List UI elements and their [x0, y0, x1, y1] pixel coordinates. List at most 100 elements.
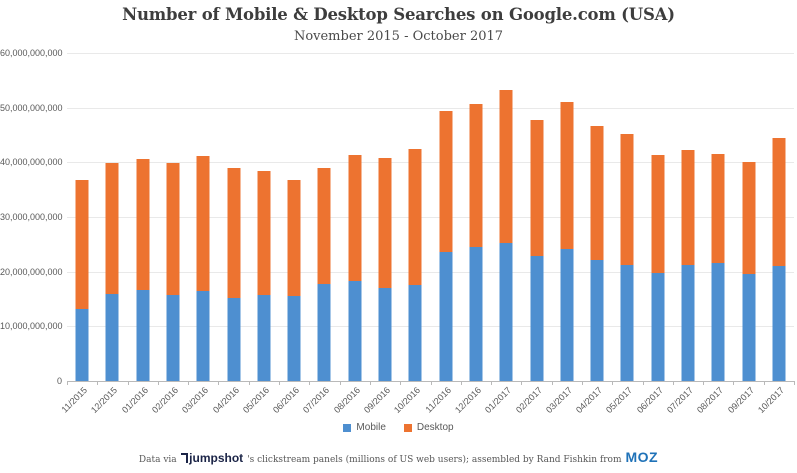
- bar-stack: [582, 53, 612, 381]
- x-axis-label: 01/2017: [483, 385, 514, 416]
- bar-stack: [340, 53, 370, 381]
- bar-desktop-segment: [590, 126, 604, 260]
- axis-tick: [521, 381, 523, 385]
- axis-tick: [279, 381, 281, 385]
- x-axis-label: 05/2017: [604, 385, 635, 416]
- axis-tick: [794, 381, 795, 385]
- bar-desktop-segment: [499, 90, 513, 244]
- legend-item-desktop: Desktop: [403, 422, 454, 433]
- moz-logo: MOZ: [625, 449, 659, 465]
- axis-tick: [460, 381, 462, 385]
- bar-stack: [764, 53, 794, 381]
- bar-stack: [521, 53, 551, 381]
- bar-mobile-segment: [348, 280, 362, 381]
- axis-tick: [127, 381, 129, 385]
- gridline: [67, 217, 794, 218]
- bar-desktop-segment: [378, 157, 392, 289]
- bar-stack: [431, 53, 461, 381]
- x-axis-label: 06/2016: [271, 385, 302, 416]
- bar-mobile-segment: [287, 296, 301, 381]
- bar-desktop-segment: [681, 149, 695, 266]
- x-axis-label: 12/2015: [89, 385, 120, 416]
- axis-tick: [157, 381, 159, 385]
- bar-desktop-segment: [620, 133, 634, 266]
- bar-desktop-segment: [75, 179, 89, 309]
- legend-label-desktop: Desktop: [416, 422, 454, 433]
- bar-mobile-segment: [590, 259, 604, 381]
- axis-tick: [369, 381, 371, 385]
- bar-desktop-segment: [469, 104, 483, 247]
- bar-desktop-segment: [227, 168, 241, 298]
- axis-tick: [339, 381, 341, 385]
- bar-mobile-segment: [530, 256, 544, 381]
- axis-tick: [97, 381, 99, 385]
- axis-tick: [218, 381, 220, 385]
- legend-item-mobile: Mobile: [343, 422, 386, 433]
- chart-subtitle: November 2015 - October 2017: [293, 29, 504, 44]
- bar-stack: [67, 53, 97, 381]
- axis-tick: [491, 381, 493, 385]
- axis-tick: [642, 381, 644, 385]
- bar-stack: [128, 53, 158, 381]
- axis-tick: [551, 381, 553, 385]
- bar-desktop-segment: [408, 148, 422, 285]
- bar-mobile-segment: [469, 246, 483, 381]
- axis-tick: [763, 381, 765, 385]
- bar-mobile-segment: [439, 252, 453, 381]
- bar-mobile-segment: [408, 284, 422, 381]
- bar-mobile-segment: [75, 308, 89, 381]
- y-axis-label: 60,000,000,000: [0, 48, 63, 58]
- bar-mobile-segment: [257, 294, 271, 381]
- y-axis-label: 0: [56, 376, 62, 386]
- bar-desktop-segment: [439, 110, 453, 252]
- bar-desktop-segment: [530, 119, 544, 257]
- bar-mobile-segment: [651, 272, 665, 381]
- mobile-swatch-icon: [343, 423, 352, 432]
- gridline: [67, 326, 794, 328]
- gridline: [67, 162, 794, 164]
- footer-middle: 's clickstream panels (millions of US we…: [247, 455, 622, 465]
- axis-tick: [430, 381, 432, 385]
- bar-desktop-segment: [348, 155, 362, 281]
- x-axis-label: 09/2016: [362, 385, 393, 416]
- desktop-swatch-icon: [403, 423, 412, 432]
- bar-desktop-segment: [742, 162, 756, 274]
- x-axis-label: 08/2017: [695, 385, 726, 416]
- bar-stack: [188, 53, 218, 381]
- plot-area: 0 10,000,000,000 20,000,000,000 30,000,000,…: [0, 48, 795, 415]
- bar-desktop-segment: [136, 158, 150, 291]
- bar-desktop-segment: [257, 171, 271, 295]
- footer-prefix: Data via: [138, 455, 177, 465]
- y-axis-label: 40,000,000,000: [0, 157, 63, 168]
- y-axis-label: 10,000,000,000: [0, 321, 63, 332]
- axis-tick: [672, 381, 674, 385]
- jumpshot-logo: jumpshot: [180, 451, 243, 465]
- bar-desktop-segment: [651, 154, 665, 273]
- bar-mobile-segment: [196, 291, 210, 381]
- legend-label-mobile: Mobile: [356, 422, 386, 433]
- axis-tick: [309, 381, 311, 385]
- bar-stack: [370, 53, 400, 381]
- bar-stack: [249, 53, 279, 381]
- bar-desktop-segment: [711, 153, 725, 264]
- bar-stack: [552, 53, 582, 381]
- bar-stack: [400, 53, 430, 381]
- x-axis-label: 05/2016: [240, 385, 271, 416]
- x-axis-label: 02/2017: [513, 385, 544, 416]
- bar-mobile-segment: [772, 266, 786, 381]
- jumpshot-mark-icon: [180, 453, 188, 463]
- bar-desktop-segment: [105, 163, 119, 295]
- bar-desktop-segment: [772, 137, 786, 267]
- bar-desktop-segment: [560, 102, 574, 250]
- bar-stack: [309, 53, 339, 381]
- y-axis-label: 30,000,000,000: [0, 212, 63, 222]
- axis-tick: [733, 381, 735, 385]
- y-axis-label: 20,000,000,000: [0, 266, 63, 277]
- x-axis-label: 10/2017: [755, 385, 786, 416]
- axis-tick: [703, 381, 705, 385]
- bar-mobile-segment: [227, 297, 241, 381]
- axis-tick: [612, 381, 614, 385]
- bar-mobile-segment: [105, 294, 119, 381]
- x-axis-label: 04/2017: [574, 385, 605, 416]
- bar-stack: [158, 53, 188, 381]
